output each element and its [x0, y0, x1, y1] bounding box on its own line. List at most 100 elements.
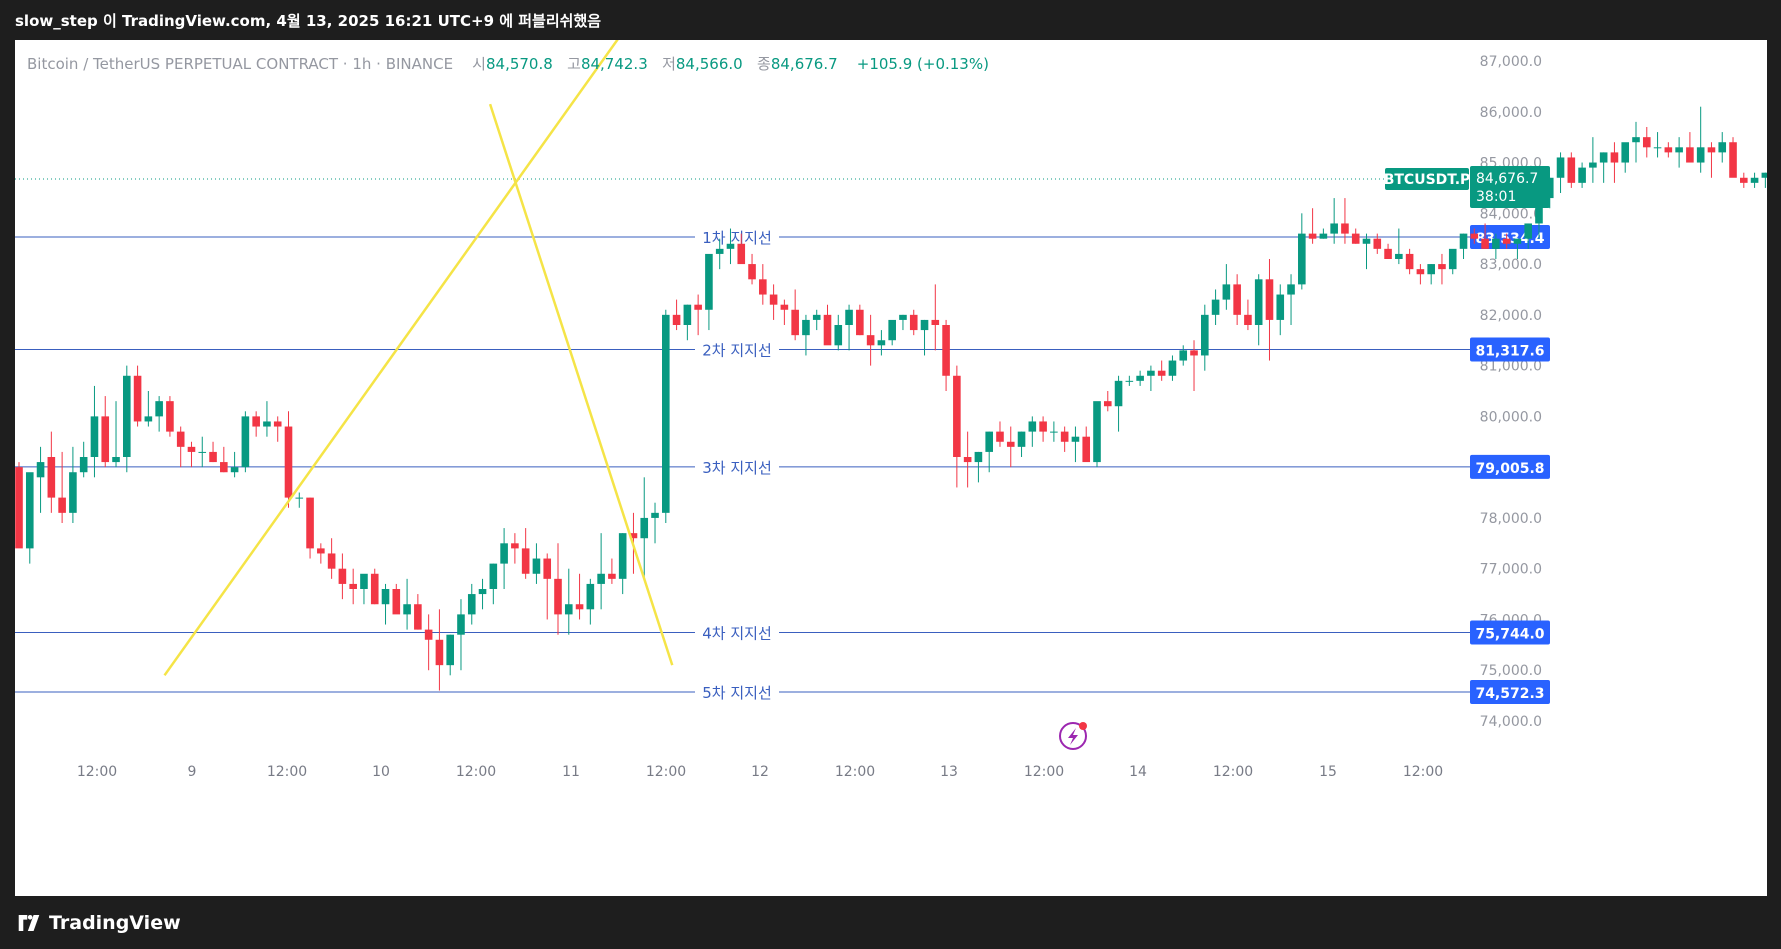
candle-body — [1050, 431, 1058, 433]
support-line-label: 4차 지지선 — [702, 624, 772, 642]
candle-body — [90, 416, 99, 457]
candle-body — [780, 304, 789, 310]
high-value: 84,742.3 — [580, 55, 648, 73]
candle-body — [1675, 147, 1683, 153]
trendline — [163, 40, 619, 677]
tradingview-brand: TradingView — [49, 912, 181, 934]
tradingview-logo[interactable]: TradingView — [15, 912, 181, 934]
trendline — [488, 103, 674, 666]
candle-body — [856, 309, 864, 336]
y-tick-label: 84,000.0 — [1480, 206, 1542, 222]
candle-body — [963, 457, 972, 463]
candle-body — [1686, 147, 1694, 163]
candle-body — [263, 421, 271, 427]
support-price-badge — [1470, 679, 1550, 704]
candle-body — [931, 319, 940, 325]
candle-body — [1287, 284, 1295, 295]
open-value: 84,570.8 — [485, 55, 553, 73]
candle-body — [101, 416, 110, 463]
candle-body — [1211, 299, 1220, 315]
candle-body — [1718, 142, 1727, 153]
candle-body — [543, 558, 552, 579]
candle-body — [209, 451, 217, 463]
candle-body — [1373, 238, 1382, 249]
candle-body — [802, 319, 810, 336]
x-tick-label: 11 — [562, 764, 580, 780]
x-tick-label: 12:00 — [1213, 764, 1253, 780]
y-tick-label: 77,000.0 — [1480, 562, 1542, 578]
candle-body — [694, 304, 702, 310]
candle-body — [187, 446, 196, 452]
candle-body — [1416, 269, 1425, 275]
support-price-badge — [1470, 337, 1550, 362]
candle-body — [888, 319, 896, 341]
candle-body — [230, 467, 239, 473]
candle-body — [489, 563, 498, 589]
x-tick-label: 12:00 — [1024, 764, 1064, 780]
x-tick-label: 12:00 — [456, 764, 496, 780]
candle-body — [1740, 177, 1748, 183]
candle-body — [683, 304, 692, 325]
candle-body — [899, 314, 907, 320]
low-value: 84,566.0 — [675, 55, 743, 73]
candle-body — [69, 472, 77, 513]
x-tick-label: 12:00 — [646, 764, 686, 780]
candle-body — [36, 462, 45, 478]
x-tick-label: 13 — [940, 764, 958, 780]
candle-body — [651, 512, 659, 518]
candle-body — [1535, 198, 1543, 224]
support-price-badge — [1470, 454, 1550, 479]
candle-body — [1017, 431, 1026, 447]
candle-body — [176, 431, 185, 447]
candle-body — [1750, 177, 1759, 183]
candle-body — [1308, 233, 1317, 239]
candle-body — [1028, 421, 1037, 432]
candle-body — [985, 431, 993, 452]
candle-body — [166, 401, 174, 432]
candle-body — [705, 253, 713, 310]
candle-body — [1556, 157, 1565, 178]
y-tick-label: 81,000.0 — [1480, 359, 1542, 375]
candle-body — [1599, 152, 1608, 163]
candle-body — [327, 553, 336, 569]
candle-body — [370, 573, 379, 605]
candle-body — [974, 451, 983, 463]
candle-body — [662, 314, 670, 513]
candle-body — [554, 578, 562, 615]
candle-body — [338, 568, 347, 584]
last-price-badge — [1470, 165, 1550, 208]
candle-body — [446, 634, 454, 666]
candle-body — [1427, 264, 1435, 275]
chart-panel[interactable]: 74,000.075,000.076,000.077,000.078,000.0… — [15, 40, 1767, 896]
candle-body — [79, 457, 88, 473]
y-tick-label: 75,000.0 — [1480, 663, 1542, 679]
low-label: 저 — [662, 55, 676, 73]
candle-body — [1233, 284, 1241, 315]
candle-body — [1071, 436, 1080, 442]
candle-body — [759, 279, 767, 295]
candle-body — [500, 543, 508, 564]
candle-body — [877, 340, 886, 346]
support-line-label: 5차 지지선 — [702, 684, 772, 702]
x-tick-label: 9 — [188, 764, 197, 780]
candle-body — [769, 294, 778, 305]
candle-body — [1136, 375, 1144, 381]
candle-body — [1060, 431, 1069, 442]
candle-body — [349, 583, 357, 589]
candle-body — [1513, 238, 1522, 244]
candle-body — [1157, 370, 1166, 376]
lightning-icon-ring — [1059, 722, 1087, 750]
candle-body — [1125, 380, 1134, 382]
candlestick-chart[interactable]: 74,000.075,000.076,000.077,000.078,000.0… — [15, 40, 1767, 896]
candle-body — [133, 375, 142, 422]
candle-body — [1448, 248, 1457, 270]
candle-body — [252, 416, 260, 427]
candle-body — [1481, 238, 1489, 249]
x-tick-label: 10 — [372, 764, 390, 780]
candle-body — [1395, 253, 1403, 259]
candle-body — [791, 309, 799, 336]
candle-body — [511, 543, 519, 549]
candle-body — [155, 401, 163, 417]
candle-body — [1405, 253, 1414, 270]
candle-body — [521, 548, 530, 574]
